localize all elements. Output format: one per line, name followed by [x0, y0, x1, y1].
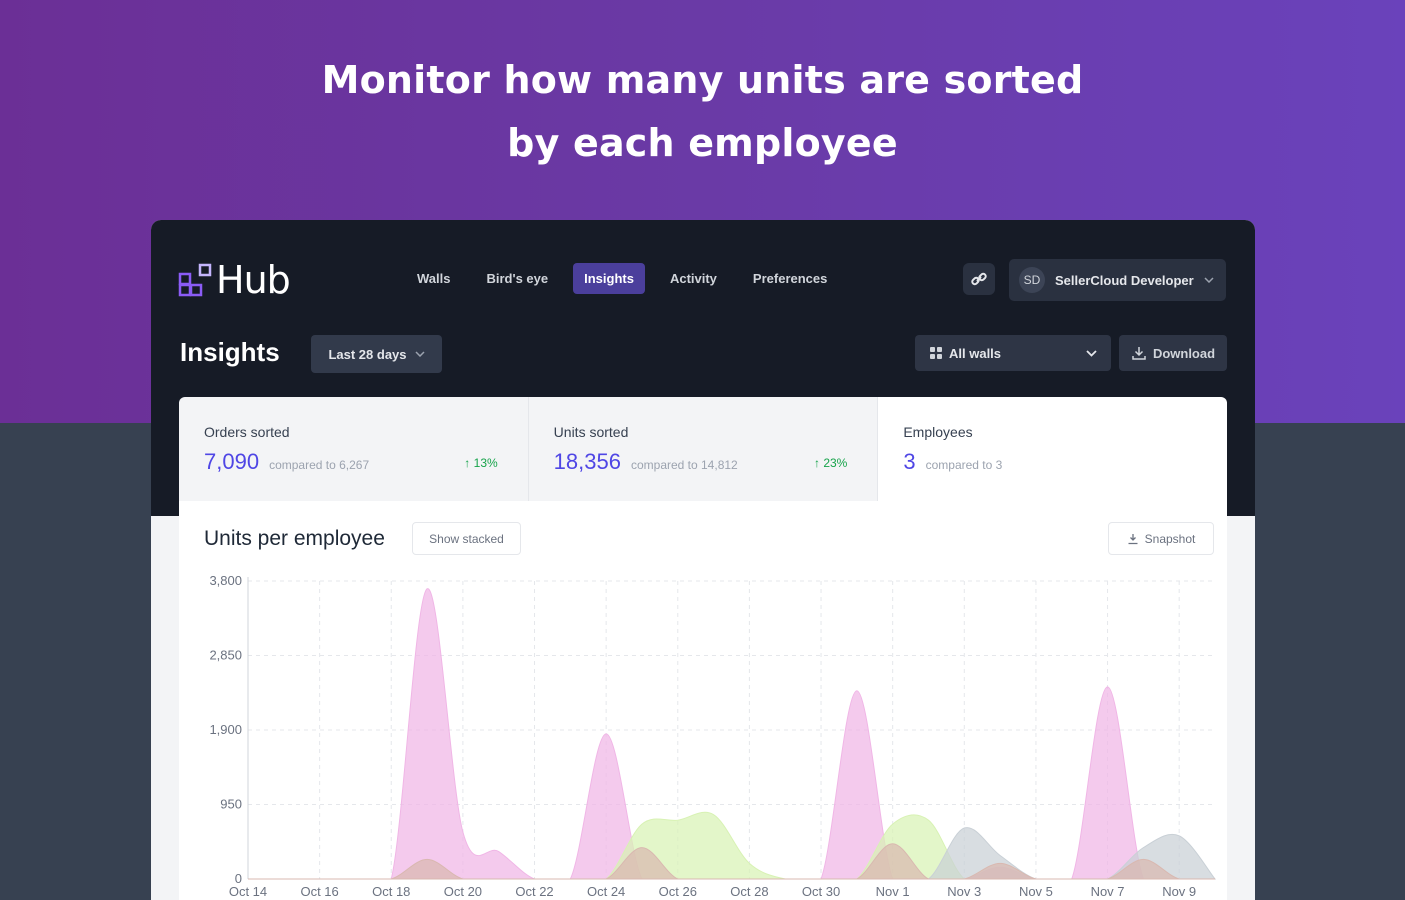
nav-walls[interactable]: Walls — [417, 271, 451, 286]
date-range-label: Last 28 days — [328, 346, 407, 362]
stat-label: Units sorted — [553, 424, 629, 440]
x-tick-label: Oct 20 — [444, 884, 482, 899]
stat-compare: compared to 14,812 — [630, 458, 738, 472]
headline-line-1: Monitor how many units are sorted — [321, 58, 1084, 102]
main-nav: Walls Bird's eye Insights Activity Prefe… — [406, 263, 852, 294]
grid-icon — [930, 347, 942, 359]
logo-icon — [178, 263, 212, 297]
stat-value: 18,356 — [553, 449, 621, 474]
x-tick-label: Oct 14 — [229, 884, 267, 899]
avatar: SD — [1019, 267, 1045, 293]
x-tick-label: Nov 3 — [947, 884, 981, 899]
x-tick-label: Oct 26 — [659, 884, 697, 899]
stat-label: Employees — [903, 424, 973, 440]
y-tick-label: 0 — [235, 871, 242, 886]
x-tick-label: Oct 24 — [587, 884, 625, 899]
download-label: Download — [1152, 345, 1216, 361]
download-icon — [1128, 533, 1138, 544]
chevron-down-icon — [1086, 349, 1097, 357]
show-stacked-button[interactable]: Show stacked — [412, 522, 521, 555]
y-tick-label: 1,900 — [209, 722, 242, 737]
link-button[interactable] — [963, 263, 995, 295]
stat-value: 7,090 — [204, 449, 260, 474]
nav-birds-eye[interactable]: Bird's eye — [486, 271, 549, 286]
nav-activity[interactable]: Activity — [669, 271, 717, 286]
stat-change: ↑ 23% — [813, 456, 848, 470]
stat-employees[interactable]: Employees 3 compared to 3 — [878, 397, 1227, 501]
link-icon — [971, 272, 987, 286]
x-tick-label: Oct 18 — [372, 884, 410, 899]
snapshot-button[interactable]: Snapshot — [1108, 522, 1214, 555]
series-area-1 — [247, 588, 1215, 880]
stat-compare: compared to 6,267 — [269, 458, 370, 472]
units-per-employee-chart: 0 950 1,900 2,850 3,800 Oct 14 Oct 16 Oct 18 Oct… — [209, 573, 1217, 899]
x-tick-label: Nov 7 — [1091, 884, 1125, 899]
user-menu[interactable]: SD SellerCloud Developer — [1009, 259, 1226, 301]
stat-value: 3 — [903, 449, 916, 474]
x-tick-label: Oct 30 — [802, 884, 840, 899]
stat-orders-sorted[interactable]: Orders sorted 7,090 compared to 6,267 ↑ … — [179, 397, 529, 501]
chart-card: 0 950 1,900 2,850 3,800 Oct 14 Oct 16 Oct 18 Oct… — [179, 501, 1227, 900]
x-tick-label: Oct 16 — [300, 884, 338, 899]
y-tick-label: 950 — [220, 797, 242, 812]
walls-dropdown[interactable]: All walls — [915, 335, 1111, 371]
nav-insights[interactable]: Insights — [573, 263, 645, 294]
stats-row: Orders sorted 7,090 compared to 6,267 ↑ … — [179, 397, 1227, 501]
series-area-4 — [247, 843, 1215, 880]
x-tick-label: Oct 28 — [730, 884, 768, 899]
nav-preferences[interactable]: Preferences — [752, 271, 828, 286]
headline-line-2: by each employee — [507, 121, 898, 165]
date-range-dropdown[interactable]: Last 28 days — [311, 335, 442, 373]
arrow-up-icon: ↑ — [813, 456, 820, 470]
x-tick-label: Nov 5 — [1019, 884, 1053, 899]
page-title: Insights — [180, 337, 280, 367]
chevron-down-icon — [414, 351, 425, 357]
app-window: Hub Walls Bird's eye Insights Activity P… — [151, 220, 1255, 900]
stat-units-sorted[interactable]: Units sorted 18,356 compared to 14,812 ↑… — [528, 397, 879, 501]
x-tick-label: Oct 22 — [515, 884, 553, 899]
y-tick-label: 3,800 — [209, 573, 242, 588]
user-name: SellerCloud Developer — [1055, 272, 1194, 288]
arrow-up-icon: ↑ — [464, 456, 471, 470]
stat-compare: compared to 3 — [925, 458, 1003, 472]
walls-label: All walls — [949, 345, 1002, 361]
download-icon — [1132, 347, 1146, 360]
x-tick-label: Nov 9 — [1162, 884, 1196, 899]
y-tick-label: 2,850 — [209, 648, 242, 663]
stat-label: Orders sorted — [204, 424, 290, 440]
chevron-down-icon — [1204, 277, 1214, 283]
stat-change: ↑ 13% — [464, 456, 498, 470]
chart-title: Units per employee — [204, 527, 385, 550]
x-tick-label: Nov 1 — [876, 884, 910, 899]
logo[interactable]: Hub — [178, 258, 291, 302]
snapshot-label: Snapshot — [1144, 531, 1196, 546]
logo-text: Hub — [216, 258, 291, 302]
download-button[interactable]: Download — [1119, 335, 1227, 371]
